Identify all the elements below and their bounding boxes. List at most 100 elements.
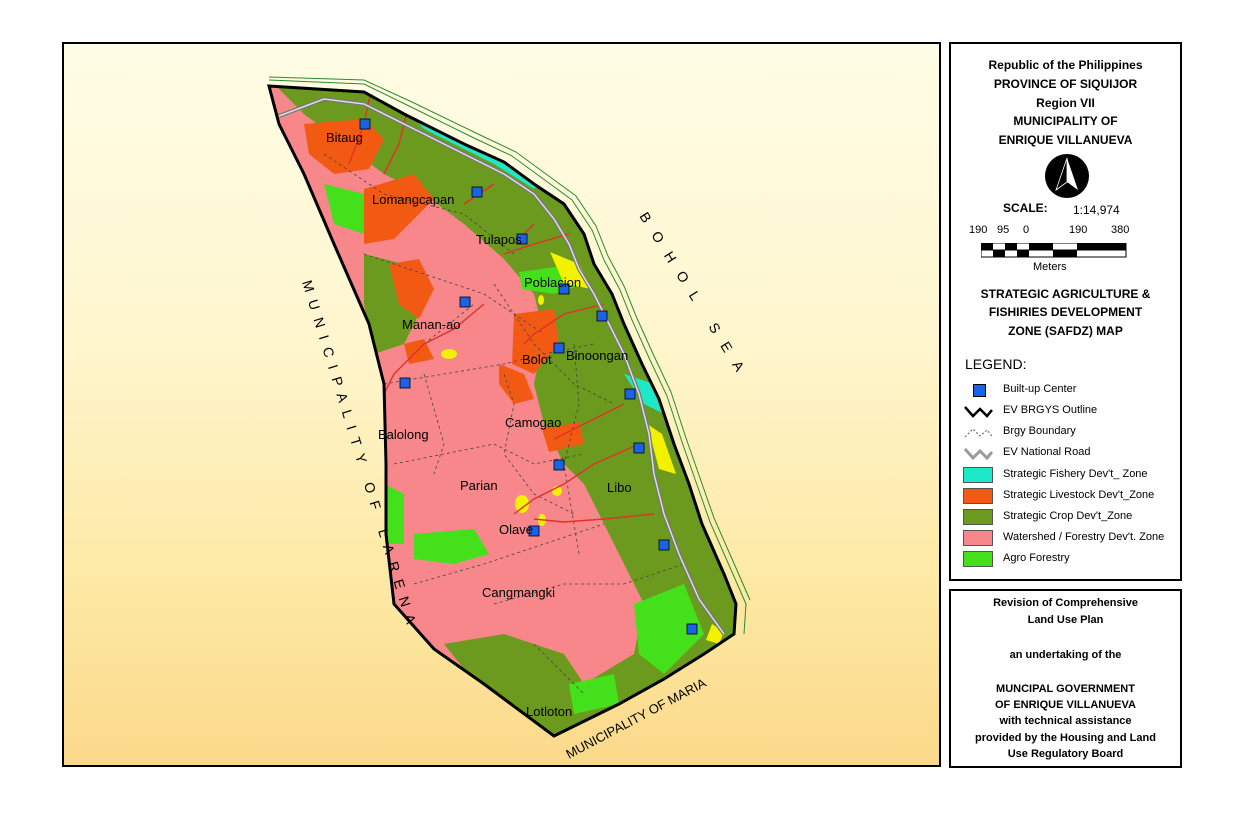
legend-label: Strategic Livestock Dev't_Zone — [1003, 489, 1155, 501]
scale-tick: 95 — [997, 224, 1010, 236]
rivers — [348, 86, 655, 523]
coastline — [268, 79, 747, 635]
scale-tick: 0 — [1023, 224, 1030, 236]
watershed-swatch — [963, 530, 993, 546]
scale-label: SCALE: — [1003, 201, 1048, 215]
credit-line: Revision of Comprehensive — [993, 597, 1138, 609]
barangay-label: Tulapos — [476, 232, 522, 247]
crop-zone-south — [444, 634, 584, 734]
agro-forestry-zone — [569, 674, 619, 714]
unclassified-patch — [515, 495, 529, 513]
coastline-outer — [268, 76, 751, 601]
built-up-center-marker — [658, 539, 670, 551]
agro-forestry-zone — [324, 184, 364, 234]
legend-item-fishery: Strategic Fishery Dev't_ Zone — [963, 467, 1178, 483]
built-up-center-marker — [528, 525, 540, 537]
legend-label: EV BRGYS Outline — [1003, 404, 1098, 416]
unclassified-patch — [441, 349, 457, 359]
credit-line: with technical assistance — [999, 715, 1132, 727]
built-up-center-marker — [633, 442, 645, 454]
built-up-centers — [359, 118, 698, 635]
legend-title: LEGEND: — [965, 356, 1027, 372]
map-frame: Bitaug Lomangcapan Tulapos Poblacion Man… — [62, 42, 941, 767]
credit-line: Use Regulatory Board — [1007, 748, 1124, 760]
livestock-zone — [404, 339, 434, 364]
unclassified-patch — [647, 424, 676, 474]
unclassified-patch — [538, 295, 544, 305]
brgy-boundaries — [323, 153, 685, 695]
barangay-label: Camogao — [505, 415, 561, 430]
safdz-map: Bitaug Lomangcapan Tulapos Poblacion Man… — [267, 76, 755, 762]
agro-forestry-swatch — [963, 551, 993, 567]
legend-item-crop: Strategic Crop Dev't_Zone — [963, 509, 1178, 525]
scale-tick: 380 — [1111, 224, 1130, 236]
scale-bar — [981, 243, 1127, 258]
livestock-swatch — [963, 488, 993, 504]
map-title-line: ZONE (SAFDZ) MAP — [1008, 324, 1123, 338]
built-up-center-marker — [553, 459, 565, 471]
outline-line-icon — [964, 406, 993, 418]
barangay-label: Lomangcapan — [372, 192, 454, 207]
ev-brgys-outline — [267, 84, 738, 738]
credit-line: Land Use Plan — [1027, 614, 1104, 626]
built-up-center-marker — [686, 623, 698, 635]
title-line: Region VII — [1036, 96, 1095, 110]
title-panel: Republic of the Philippines PROVINCE OF … — [949, 42, 1182, 581]
credit-line: MUNCIPAL GOVERNMENT — [996, 683, 1135, 695]
title-line: MUNICIPALITY OF — [1013, 114, 1118, 128]
legend-item-national-road: EV National Road — [963, 445, 1178, 461]
legend-item-watershed: Watershed / Forestry Dev't. Zone — [963, 530, 1178, 546]
barangay-label: Olave — [499, 522, 533, 537]
legend-item-built-up-center: Built-up Center — [963, 382, 1178, 398]
scale-tick: 190 — [1069, 224, 1088, 236]
credits-panel: Revision of Comprehensive Land Use Plan … — [949, 589, 1182, 768]
map-title-line: STRATEGIC AGRICULTURE & — [980, 287, 1151, 301]
unclassified-patch — [550, 252, 592, 289]
crop-swatch — [963, 509, 993, 525]
legend-item-outline: EV BRGYS Outline — [963, 403, 1178, 419]
crop-zone — [269, 86, 736, 736]
scale-tick: 190 — [969, 224, 988, 236]
livestock-zone — [499, 364, 534, 404]
title-line: ENRIQUE VILLANUEVA — [998, 133, 1133, 147]
legend-label: Watershed / Forestry Dev't. Zone — [1003, 531, 1165, 543]
barangay-label: Poblacion — [524, 275, 581, 290]
title-line: Republic of the Philippines — [988, 58, 1143, 72]
fishery-swatch — [963, 467, 993, 483]
legend-label: Strategic Fishery Dev't_ Zone — [1003, 468, 1148, 480]
legend-label: Strategic Crop Dev't_Zone — [1003, 510, 1133, 522]
built-up-center-marker — [516, 233, 528, 245]
credit-line: provided by the Housing and Land — [975, 732, 1156, 744]
agro-forestry-zone — [384, 484, 404, 544]
barangay-label: Balolong — [378, 427, 429, 442]
livestock-zone — [364, 174, 434, 244]
built-up-center-marker — [558, 283, 570, 295]
north-arrow-icon — [1045, 154, 1089, 198]
legend-item-livestock: Strategic Livestock Dev't_Zone — [963, 488, 1178, 504]
barangay-label: Binoongan — [566, 348, 628, 363]
legend-item-brgy-boundary: Brgy Boundary — [963, 424, 1178, 440]
built-up-center-icon — [973, 384, 986, 397]
barangay-label: Libo — [607, 480, 632, 495]
built-up-center-marker — [596, 310, 608, 322]
barangay-label: Cangmangki — [482, 585, 555, 600]
barangay-label: Bitaug — [326, 130, 363, 145]
legend-label: Built-up Center — [1003, 383, 1077, 395]
legend-label: Brgy Boundary — [1003, 425, 1076, 437]
legend-label: Agro Forestry — [1003, 552, 1070, 564]
legend-item-agro-forestry: Agro Forestry — [963, 551, 1178, 567]
built-up-center-marker — [624, 388, 636, 400]
livestock-zone — [304, 119, 384, 174]
sea-label: BOHOL SEA — [636, 209, 754, 385]
scale-unit: Meters — [1033, 261, 1067, 273]
boundary-line-icon — [964, 428, 993, 438]
title-line: PROVINCE OF SIQUIJOR — [993, 77, 1138, 91]
barangay-label: Manan-ao — [402, 317, 461, 332]
scale-value: 1:14,974 — [1073, 203, 1120, 217]
agro-forestry-zone — [414, 529, 489, 564]
credit-line: an undertaking of the — [1009, 649, 1122, 661]
built-up-center-marker — [553, 342, 565, 354]
barangay-label: Parian — [460, 478, 498, 493]
road-line-icon — [963, 448, 993, 461]
built-up-center-marker — [459, 296, 471, 308]
